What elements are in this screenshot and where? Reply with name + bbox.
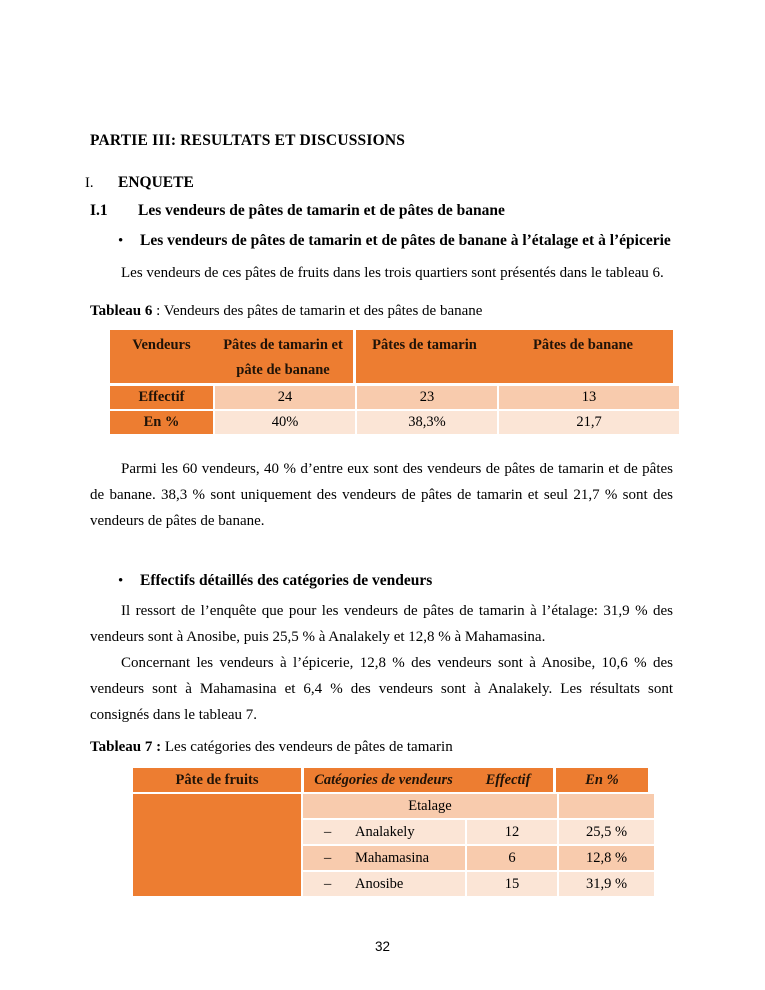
table7-header-row: Pâte de fruits Catégories de vendeurs Ef… [133,768,648,792]
page-number: 32 [374,939,391,954]
section-heading: I. ENQUETE [85,174,673,192]
bullet-icon: • [118,573,124,589]
subsection-number: I.1 [90,202,108,219]
table7-header-cell: Catégories de vendeurs [301,768,463,792]
table6-cell: 23 [357,386,497,409]
table6-cell: 38,3% [357,411,497,434]
bullet-text-1: Les vendeurs de pâtes de tamarin et de p… [140,232,671,249]
table7-group-pct-cell [559,794,654,818]
table6-body: Effectif 24 23 13 En % 40% 38,3% 21,7 [110,386,679,434]
paragraph-epicerie: Concernant les vendeurs à l’épicerie, 12… [90,655,673,723]
table6-caption: Tableau 6 : Vendeurs des pâtes de tamari… [90,303,673,319]
table6-cell: 21,7 [499,411,679,434]
table6-header-row: Vendeurs Pâtes de tamarin et pâte de ban… [110,330,673,383]
table6-header-cell: Pâtes de tamarin et pâte de banane [223,337,343,378]
bullet-item-1: • Les vendeurs de pâtes de tamarin et de… [90,232,673,250]
table6-caption-text: : Vendeurs des pâtes de tamarin et des p… [152,303,483,319]
table7-category-cell: – Anosibe [303,872,465,896]
table6-cell: 24 [215,386,355,409]
section-title: ENQUETE [118,174,194,191]
bullet-icon: • [118,233,124,249]
table7-fruit-column-cell [133,794,301,896]
table7-category-cell: – Mahamasina [303,846,465,870]
table7-caption: Tableau 7 : Les catégories des vendeurs … [90,739,673,755]
table6-header-cell: Pâtes de banane [533,337,633,353]
paragraph-table6-discussion: Parmi les 60 vendeurs, 40 % d’entre eux … [90,461,673,529]
table7-pct-cell: 31,9 % [559,872,654,896]
paragraph-intro: Les vendeurs de ces pâtes de fruits dans… [121,265,664,281]
dash-icon: – [324,824,332,840]
dash-icon: – [324,876,332,892]
table6-row-label: Effectif [110,386,213,409]
table6-header-cell: Pâtes de tamarin [353,330,493,383]
table7-caption-text: Les catégories des vendeurs de pâtes de … [161,739,453,755]
table7-effectif-cell: 12 [467,820,557,844]
table7-caption-label: Tableau 7 : [90,739,162,755]
table7-effectif-cell: 6 [467,846,557,870]
table6-cell: 13 [499,386,679,409]
subsection-heading: I.1 Les vendeurs de pâtes de tamarin et … [90,203,673,219]
table7-header-cell: Effectif [485,772,531,788]
table7-pct-cell: 12,8 % [559,846,654,870]
table-6: Vendeurs Pâtes de tamarin et pâte de ban… [110,330,679,434]
table6-cell: 40% [215,411,355,434]
bullet-text-2: Effectifs détaillés des catégories de ve… [140,572,433,589]
table7-category-label: Anosibe [355,876,404,892]
bullet-item-2: • Effectifs détaillés des catégories de … [90,572,673,590]
table6-caption-label: Tableau 6 [90,303,153,319]
table6-row-label: En % [110,411,213,434]
table7-pct-cell: 25,5 % [559,820,654,844]
table-7: Pâte de fruits Catégories de vendeurs Ef… [133,768,654,896]
dash-icon: – [324,850,332,866]
subsection-title: Les vendeurs de pâtes de tamarin et de p… [138,202,505,219]
table7-group-row: Etalage [303,794,557,818]
table7-category-label: Analakely [355,824,415,840]
table7-category-cell: – Analakely [303,820,465,844]
table7-header-cell: Pâte de fruits [175,772,259,788]
table7-body: Etalage – Analakely 12 25,5 % – Mahamasina… [133,794,654,896]
paragraph-etalage: Il ressort de l’enquête que pour les ven… [90,603,673,645]
table7-header-cell: En % [553,768,648,792]
table7-category-label: Mahamasina [355,850,430,866]
table6-header-cell: Vendeurs [132,337,191,353]
table7-effectif-cell: 15 [467,872,557,896]
part-title: PARTIE III: RESULTATS ET DISCUSSIONS [90,132,406,149]
section-number: I. [85,175,94,191]
